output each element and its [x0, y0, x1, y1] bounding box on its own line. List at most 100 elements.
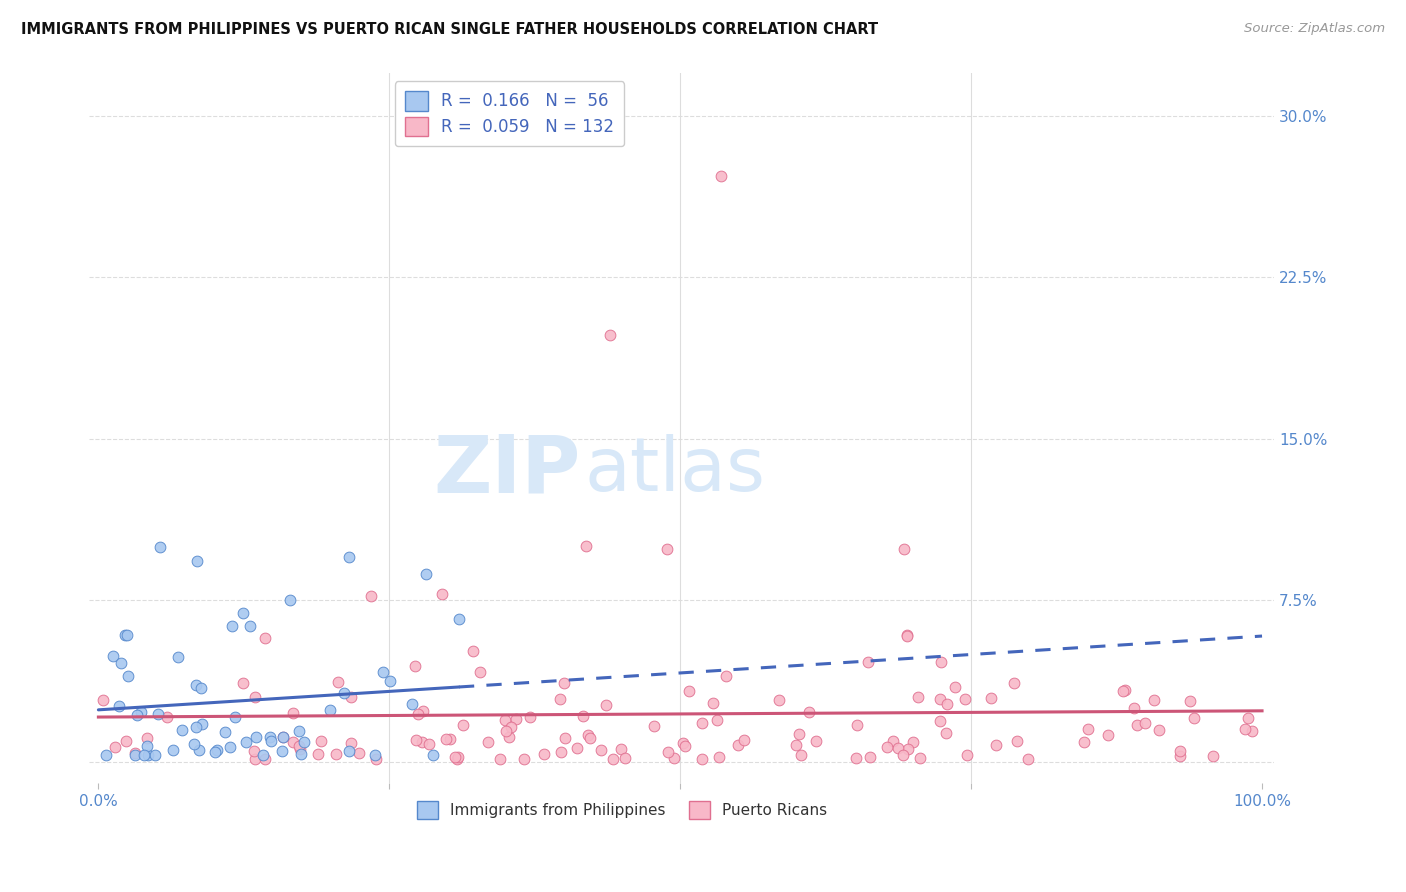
- Point: [360, 589, 382, 603]
- Point: [554, 731, 576, 745]
- Point: [876, 739, 898, 754]
- Point: [108, 699, 131, 714]
- Point: [882, 734, 904, 748]
- Point: [309, 734, 332, 748]
- Point: [602, 752, 624, 766]
- Point: [907, 690, 929, 705]
- Point: [422, 747, 444, 762]
- Point: [347, 746, 370, 760]
- Point: [156, 709, 179, 723]
- Point: [148, 706, 170, 721]
- Point: [461, 644, 484, 658]
- Point: [550, 745, 572, 759]
- Point: [706, 713, 728, 727]
- Point: [239, 619, 262, 633]
- Point: [366, 752, 388, 766]
- Point: [595, 698, 617, 712]
- Point: [797, 705, 820, 719]
- Point: [132, 747, 155, 762]
- Point: [887, 741, 910, 756]
- Point: [166, 649, 188, 664]
- Point: [187, 743, 209, 757]
- Point: [1073, 735, 1095, 749]
- Point: [787, 726, 810, 740]
- Point: [690, 752, 713, 766]
- Point: [280, 593, 302, 607]
- Point: [170, 723, 193, 738]
- Point: [446, 752, 468, 766]
- Point: [430, 587, 453, 601]
- Point: [125, 708, 148, 723]
- Point: [901, 735, 924, 749]
- Point: [929, 691, 952, 706]
- Point: [908, 751, 931, 765]
- Point: [434, 732, 457, 747]
- Point: [373, 665, 395, 679]
- Point: [548, 691, 571, 706]
- Point: [129, 706, 152, 720]
- Point: [411, 735, 433, 749]
- Point: [339, 690, 361, 705]
- Text: atlas: atlas: [585, 434, 765, 508]
- Point: [984, 739, 1007, 753]
- Point: [104, 739, 127, 754]
- Point: [259, 730, 281, 744]
- Point: [114, 628, 136, 642]
- Point: [599, 328, 621, 343]
- Point: [271, 730, 294, 744]
- Point: [418, 737, 440, 751]
- Point: [1240, 724, 1263, 739]
- Point: [232, 676, 254, 690]
- Point: [333, 686, 356, 700]
- Point: [404, 659, 426, 673]
- Point: [115, 628, 138, 642]
- Point: [785, 739, 807, 753]
- Point: [1143, 693, 1166, 707]
- Point: [956, 748, 979, 763]
- Point: [477, 735, 499, 749]
- Point: [281, 735, 304, 749]
- Point: [114, 733, 136, 747]
- Point: [447, 749, 470, 764]
- Point: [1126, 718, 1149, 732]
- Point: [271, 744, 294, 758]
- Point: [243, 752, 266, 766]
- Point: [678, 683, 700, 698]
- Point: [572, 709, 595, 723]
- Point: [224, 710, 246, 724]
- Point: [207, 743, 229, 757]
- Point: [288, 739, 311, 754]
- Point: [1114, 683, 1136, 698]
- Point: [124, 747, 146, 762]
- Point: [505, 712, 527, 726]
- Point: [184, 678, 207, 692]
- Point: [135, 731, 157, 745]
- Point: [405, 733, 427, 747]
- Point: [575, 539, 598, 553]
- Point: [271, 731, 294, 745]
- Point: [415, 567, 437, 582]
- Point: [733, 733, 755, 747]
- Point: [893, 541, 915, 556]
- Point: [444, 750, 467, 764]
- Point: [643, 719, 665, 733]
- Point: [91, 693, 114, 707]
- Point: [953, 692, 976, 706]
- Point: [657, 541, 679, 556]
- Point: [896, 628, 918, 642]
- Point: [337, 550, 360, 565]
- Point: [943, 680, 966, 694]
- Point: [494, 713, 516, 727]
- Point: [183, 737, 205, 751]
- Point: [1233, 722, 1256, 736]
- Point: [292, 735, 315, 749]
- Point: [858, 655, 880, 669]
- Point: [281, 706, 304, 720]
- Point: [221, 619, 243, 633]
- Point: [859, 750, 882, 764]
- Legend: Immigrants from Philippines, Puerto Ricans: Immigrants from Philippines, Puerto Rica…: [411, 796, 834, 825]
- Point: [1112, 684, 1135, 698]
- Point: [1133, 715, 1156, 730]
- Point: [337, 744, 360, 758]
- Point: [412, 704, 434, 718]
